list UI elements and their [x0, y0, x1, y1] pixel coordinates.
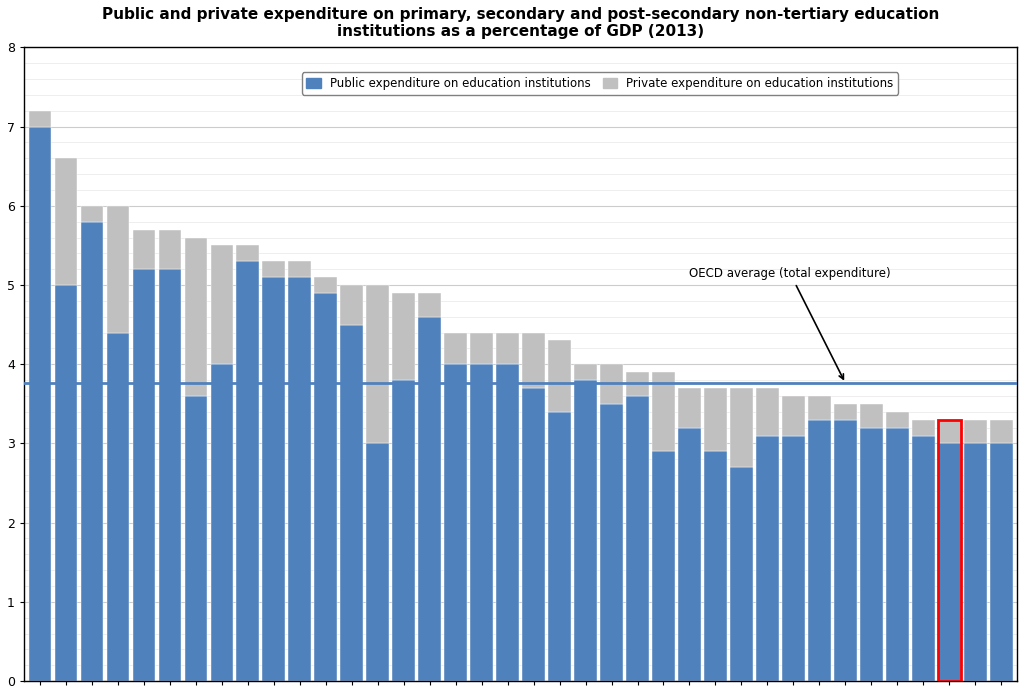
Bar	[314, 293, 337, 681]
Bar	[627, 396, 648, 681]
Bar	[470, 333, 493, 364]
Bar	[262, 261, 285, 277]
Legend: Public expenditure on education institutions, Private expenditure on education i: Public expenditure on education institut…	[302, 72, 898, 95]
Bar	[262, 277, 285, 681]
Bar	[211, 246, 232, 364]
Bar	[522, 333, 545, 388]
Bar	[289, 261, 310, 277]
Bar	[912, 420, 935, 436]
Bar	[835, 420, 856, 681]
Bar	[470, 364, 493, 681]
Title: Public and private expenditure on primary, secondary and post-secondary non-tert: Public and private expenditure on primar…	[101, 7, 939, 40]
Bar	[341, 285, 362, 324]
Bar	[574, 364, 597, 380]
Bar	[159, 230, 180, 269]
Bar	[574, 380, 597, 681]
Bar	[600, 364, 623, 404]
Bar	[808, 420, 830, 681]
Bar	[938, 420, 961, 443]
Bar	[419, 317, 440, 681]
Bar	[367, 443, 388, 681]
Bar	[860, 404, 883, 427]
Bar	[54, 285, 77, 681]
Bar	[757, 436, 778, 681]
Bar	[392, 380, 415, 681]
Bar	[29, 127, 50, 681]
Bar	[860, 427, 883, 681]
Bar	[990, 443, 1013, 681]
Bar	[237, 261, 259, 681]
Bar	[887, 427, 908, 681]
Bar	[679, 427, 700, 681]
Bar	[314, 277, 337, 293]
Bar	[730, 388, 753, 467]
Bar	[600, 404, 623, 681]
Bar	[705, 388, 727, 452]
Bar	[549, 340, 570, 412]
Bar	[392, 293, 415, 380]
Bar	[237, 246, 259, 261]
Bar	[444, 333, 467, 364]
Bar	[81, 206, 102, 222]
Bar	[938, 443, 961, 681]
Bar	[990, 420, 1013, 443]
Bar	[444, 364, 467, 681]
Bar	[808, 396, 830, 420]
Bar	[730, 467, 753, 681]
Bar	[106, 333, 129, 681]
Bar	[705, 452, 727, 681]
Bar	[652, 452, 675, 681]
Bar	[54, 158, 77, 285]
Bar	[81, 222, 102, 681]
Bar	[965, 443, 986, 681]
Bar	[782, 436, 805, 681]
Bar	[912, 436, 935, 681]
Bar	[887, 412, 908, 427]
Bar	[835, 404, 856, 420]
Bar	[782, 396, 805, 436]
Bar	[497, 364, 518, 681]
Bar	[522, 388, 545, 681]
Bar	[159, 269, 180, 681]
Bar	[211, 364, 232, 681]
Bar	[652, 372, 675, 452]
Bar	[184, 237, 207, 396]
Bar	[965, 420, 986, 443]
Bar	[29, 111, 50, 127]
Bar	[757, 388, 778, 436]
Bar	[184, 396, 207, 681]
Bar	[106, 206, 129, 333]
Bar	[497, 333, 518, 364]
Bar	[679, 388, 700, 427]
Bar	[341, 324, 362, 681]
Bar	[367, 285, 388, 443]
Bar	[627, 372, 648, 396]
Bar	[419, 293, 440, 317]
Bar	[289, 277, 310, 681]
Bar	[132, 230, 155, 269]
Bar	[549, 412, 570, 681]
Text: OECD average (total expenditure): OECD average (total expenditure)	[689, 267, 891, 379]
Bar	[132, 269, 155, 681]
